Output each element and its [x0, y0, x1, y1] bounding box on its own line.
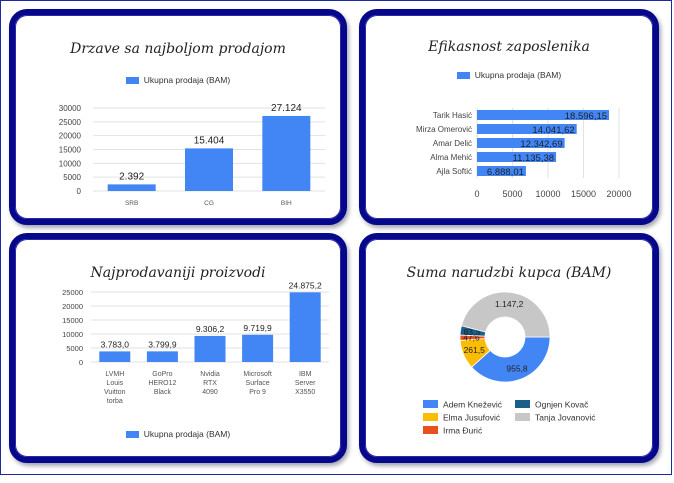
card-employees: Efikasnost zaposlenika Ukupna prodaja (B… [359, 9, 659, 225]
x-tick-label: SRB [125, 200, 138, 207]
y-tick-label: Amar Delić [433, 139, 472, 148]
legend-swatch [515, 413, 530, 421]
y-tick-label: 25000 [62, 288, 83, 297]
legend-swatch [456, 72, 470, 80]
chart-title: Suma narudzbi kupca (BAM) [406, 265, 612, 281]
y-tick-label: 20000 [62, 302, 83, 311]
chart-title: Drzave sa najboljom prodajom [70, 41, 286, 57]
card-countries: Drzave sa najboljom prodajom Ukupna prod… [9, 9, 347, 225]
x-tick-label: 15000 [571, 189, 596, 199]
data-label: 9.306,2 [196, 324, 225, 334]
x-tick-label: Microsoft Surface Pro 9 [243, 371, 271, 396]
legend-label: Ukupna prodaja (BAM) [474, 70, 562, 80]
x-tick-label: 20000 [606, 189, 631, 199]
data-label: 14.041,62 [532, 125, 574, 136]
data-label: 3.799,9 [148, 339, 177, 349]
data-label: 27.124 [271, 103, 302, 114]
bar [185, 148, 233, 191]
chart-legend: Ukupna prodaja (BAM) [15, 429, 341, 439]
slice-label: 1.147,2 [495, 299, 524, 309]
legend-swatch [125, 77, 139, 85]
card-customers: Suma narudzbi kupca (BAM) 955,8 261,5 47,6… [359, 233, 659, 463]
bar [107, 184, 156, 191]
bar [262, 115, 311, 191]
data-label: 9.719,9 [243, 323, 272, 333]
chart-customers: 955,8 261,5 47,683,3 1.147,2 Adem Knežević El… [423, 291, 596, 436]
y-tick-label: 20000 [59, 132, 82, 141]
y-tick-label: Ajla Softić [436, 167, 472, 176]
donut-slice [471, 336, 551, 383]
bar [477, 166, 526, 176]
y-tick-label: 0 [77, 187, 82, 196]
y-tick-label: 5000 [63, 173, 81, 182]
slice-label: 261,5 [464, 345, 486, 355]
y-tick-label: 15000 [59, 146, 82, 155]
legend-swatch [515, 400, 530, 408]
legend-label: Adem Knežević [443, 400, 503, 410]
y-tick-label: 10000 [59, 159, 82, 168]
x-tick-label: 10000 [535, 189, 560, 199]
chart-title: Efikasnost zaposlenika [428, 39, 590, 55]
bar [477, 110, 610, 120]
y-tick-label: Alma Mehić [430, 153, 472, 162]
slice-label: 83,3 [464, 327, 481, 337]
y-tick-label: 15000 [62, 316, 83, 325]
chart-legend: Ukupna prodaja (BAM) [365, 70, 653, 80]
chart-countries: 0 5000 10000 15000 20000 25000 30000 2.392 SRB 15… [59, 103, 325, 207]
legend-swatch [423, 426, 438, 434]
legend-swatch [125, 431, 139, 439]
bar [194, 335, 226, 362]
x-tick-label: LVMH Louis Vuitton torba [104, 371, 126, 405]
y-tick-label: Tarik Hasić [433, 111, 472, 120]
y-tick-label: 0 [79, 358, 83, 367]
x-tick-label: GoPro HERO12 Black [148, 371, 176, 396]
bar [477, 124, 577, 134]
x-tick-label: CG [204, 200, 214, 207]
slice-label: 955,8 [506, 363, 528, 373]
bar [242, 334, 274, 362]
legend-label: Irma Đurić [443, 426, 483, 436]
chart-employees: 0 5000 10000 15000 20000 Tarik Hasić 18.596,15… [416, 108, 632, 199]
bar [146, 351, 178, 362]
legend-swatch [423, 413, 438, 421]
data-label: 24.875,2 [289, 280, 322, 290]
donut-slice [460, 291, 551, 338]
legend-label: Elma Jusufović [443, 413, 501, 423]
bar [99, 351, 131, 362]
data-label: 15.404 [194, 135, 225, 146]
x-tick-label: 5000 [502, 189, 522, 199]
y-tick-label: 30000 [59, 104, 82, 113]
bar [477, 138, 565, 148]
y-tick-label: Mirza Omerović [416, 125, 472, 134]
data-label: 11.135,38 [512, 153, 554, 164]
legend-label: Ukupna prodaja (BAM) [143, 429, 231, 439]
legend-label: Tanja Jovanović [535, 413, 596, 423]
data-label: 18.596,15 [565, 111, 607, 122]
x-tick-label: 0 [474, 189, 479, 199]
x-tick-label: Nvidia RTX 4090 [200, 371, 220, 396]
bar [289, 292, 321, 362]
chart-title: Najprodavaniji proizvodi [90, 265, 266, 281]
data-label: 2.392 [119, 171, 144, 182]
card-products: Najprodavaniji proizvodi Ukupna prodaja … [9, 233, 347, 463]
data-label: 6.888,01 [487, 167, 524, 178]
legend-label: Ukupna prodaja (BAM) [143, 75, 231, 85]
chart-products: 0 5000 10000 15000 20000 25000 3.783,0 LVMH Loui… [62, 280, 329, 405]
y-tick-label: 25000 [59, 118, 82, 127]
bar [477, 152, 557, 162]
x-tick-label: IBM Server X3550 [295, 371, 316, 396]
y-tick-label: 10000 [62, 330, 83, 339]
chart-legend: Ukupna prodaja (BAM) [15, 75, 341, 85]
slice-label: 47,6 [463, 333, 480, 343]
data-label: 12.342,69 [520, 139, 562, 150]
x-tick-label: BIH [281, 200, 292, 207]
legend-swatch [423, 400, 438, 408]
y-tick-label: 5000 [66, 344, 83, 353]
legend-label: Ognjen Kovač [535, 400, 589, 410]
data-label: 3.783,0 [101, 339, 130, 349]
